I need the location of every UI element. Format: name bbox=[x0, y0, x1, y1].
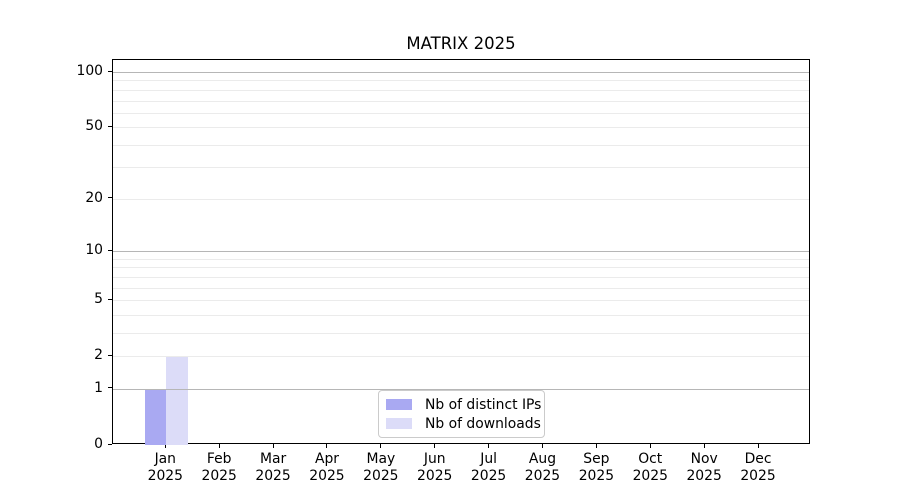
gridline-minor bbox=[113, 300, 809, 302]
bar-nb-of-downloads-jan bbox=[166, 356, 189, 445]
legend-item-distinct-ips: Nb of distinct IPs bbox=[386, 395, 541, 414]
gridline-minor bbox=[113, 112, 809, 114]
x-tick-mark bbox=[164, 444, 166, 448]
x-tick-mark bbox=[757, 444, 759, 448]
gridline-minor bbox=[113, 356, 809, 358]
gridline-major bbox=[113, 388, 809, 390]
x-tick-mark bbox=[272, 444, 274, 448]
x-tick-label: May 2025 bbox=[363, 451, 399, 484]
gridline-minor bbox=[113, 144, 809, 146]
gridline-minor bbox=[113, 80, 809, 82]
x-tick-label: Mar 2025 bbox=[255, 451, 291, 484]
chart-title: MATRIX 2025 bbox=[406, 34, 516, 53]
y-tick-label: 100 bbox=[76, 63, 103, 80]
gridline-minor bbox=[113, 127, 809, 129]
y-tick-mark bbox=[108, 298, 112, 300]
gridline-minor bbox=[113, 258, 809, 260]
gridline-major bbox=[113, 251, 809, 253]
x-tick-mark bbox=[703, 444, 705, 448]
gridline-minor bbox=[113, 276, 809, 278]
y-tick-label: 5 bbox=[94, 291, 103, 308]
plot-area: Nb of distinct IPs Nb of downloads bbox=[112, 59, 810, 445]
legend-item-downloads: Nb of downloads bbox=[386, 414, 541, 433]
x-tick-mark bbox=[595, 444, 597, 448]
y-tick-mark bbox=[108, 197, 112, 199]
x-tick-mark bbox=[326, 444, 328, 448]
x-tick-label: Dec 2025 bbox=[740, 451, 776, 484]
x-tick-label: Jun 2025 bbox=[417, 451, 453, 484]
x-tick-mark bbox=[434, 444, 436, 448]
x-tick-mark bbox=[541, 444, 543, 448]
y-tick-mark bbox=[108, 387, 112, 389]
x-tick-label: Jul 2025 bbox=[470, 451, 507, 484]
y-tick-label: 20 bbox=[85, 189, 103, 206]
gridline-major bbox=[113, 72, 809, 74]
gridline-minor bbox=[113, 287, 809, 289]
y-tick-mark bbox=[108, 354, 112, 356]
y-tick-label: 10 bbox=[85, 242, 103, 259]
y-tick-mark bbox=[108, 443, 112, 445]
y-tick-label: 0 bbox=[94, 436, 103, 452]
y-tick-label: 50 bbox=[85, 118, 103, 135]
legend: Nb of distinct IPs Nb of downloads bbox=[378, 390, 545, 438]
y-tick-label: 1 bbox=[94, 379, 103, 396]
y-tick-mark bbox=[108, 249, 112, 251]
bar-nb-of-distinct-ips-jan bbox=[144, 388, 167, 445]
gridline-minor bbox=[113, 267, 809, 269]
legend-swatch-downloads bbox=[386, 418, 412, 429]
x-tick-label: Apr 2025 bbox=[309, 451, 345, 484]
legend-swatch-distinct-ips bbox=[386, 399, 412, 410]
x-tick-label: Oct 2025 bbox=[632, 451, 668, 484]
legend-label-downloads: Nb of downloads bbox=[425, 415, 541, 432]
gridline-minor bbox=[113, 167, 809, 169]
x-tick-mark bbox=[380, 444, 382, 448]
gridline-minor bbox=[113, 100, 809, 102]
x-tick-label: Feb 2025 bbox=[201, 451, 237, 484]
gridline-minor bbox=[113, 198, 809, 200]
x-tick-label: Nov 2025 bbox=[686, 451, 722, 484]
x-tick-mark bbox=[218, 444, 220, 448]
legend-label-distinct-ips: Nb of distinct IPs bbox=[425, 396, 542, 413]
gridline-minor bbox=[113, 314, 809, 316]
x-tick-mark bbox=[488, 444, 490, 448]
x-tick-mark bbox=[649, 444, 651, 448]
x-tick-label: Sep 2025 bbox=[578, 451, 615, 484]
gridline-minor bbox=[113, 89, 809, 91]
x-tick-label: Jan 2025 bbox=[147, 451, 183, 484]
y-tick-label: 2 bbox=[94, 347, 103, 364]
y-tick-mark bbox=[108, 125, 112, 127]
gridline-minor bbox=[113, 332, 809, 334]
y-tick-mark bbox=[108, 70, 112, 72]
x-tick-label: Aug 2025 bbox=[524, 451, 561, 484]
